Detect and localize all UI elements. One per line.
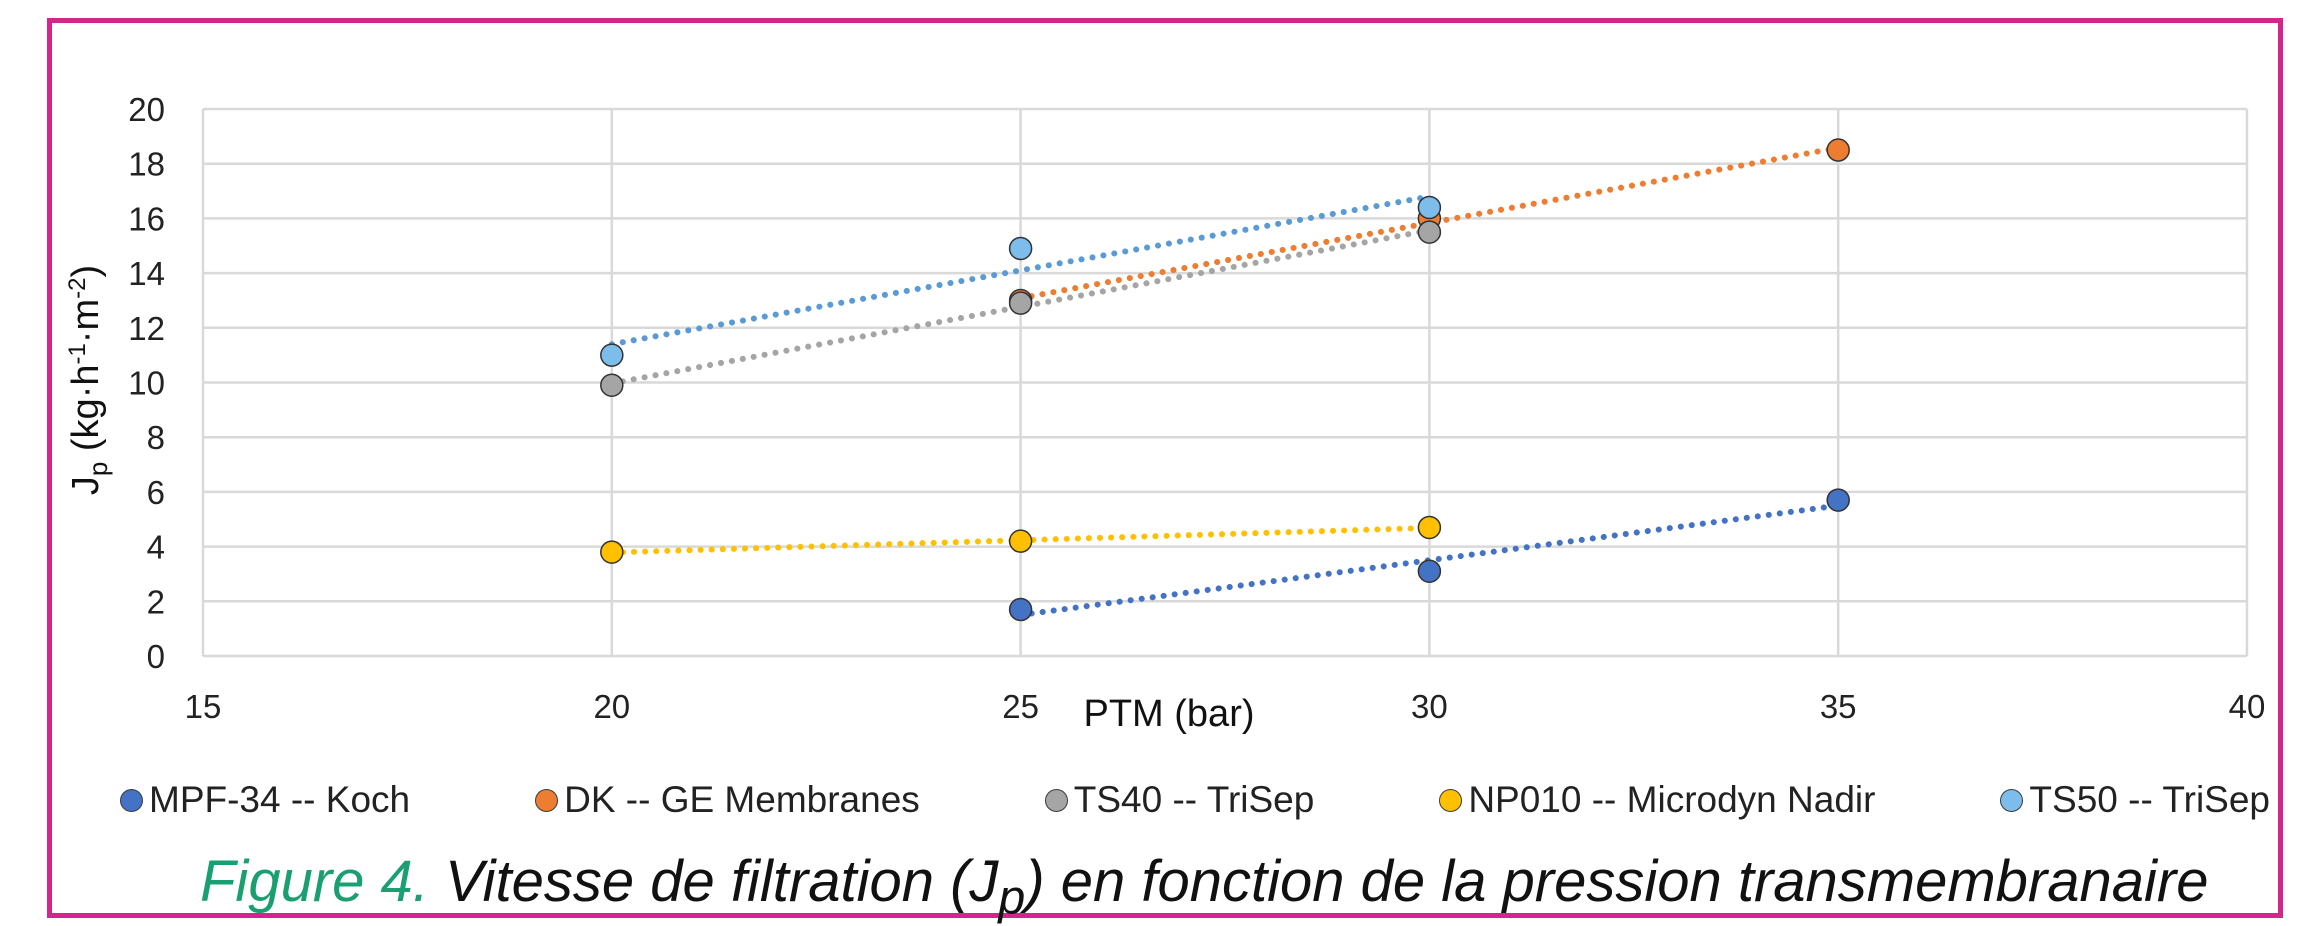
legend-swatch (2000, 788, 2024, 812)
y-tick-label: 14 (128, 255, 165, 292)
legend-swatch (1044, 788, 1068, 812)
legend-item: DK -- GE Membranes (535, 779, 920, 821)
y-tick-label: 20 (128, 91, 165, 128)
y-tick-label: 10 (128, 365, 165, 402)
caption-jp-main: J (969, 849, 999, 914)
legend-label: NP010 -- Microdyn Nadir (1468, 779, 1876, 820)
chart-legend: MPF-34 -- Koch DK -- GE Membranes TS40 -- … (120, 772, 2270, 828)
y-axis-title-end: ) (65, 265, 107, 278)
y-axis-title-unit: (kg·h (65, 365, 107, 462)
x-tick-label: 40 (2229, 688, 2266, 725)
gridlines (201, 107, 2249, 658)
tick-labels: 0 2 4 6 8 10 12 14 16 18 20 15 20 25 30 35 40 (128, 91, 2265, 725)
legend-item: TS50 -- TriSep (2000, 779, 2270, 821)
y-axis-title-mid: ·m (65, 299, 107, 343)
x-tick-label: 20 (593, 688, 630, 725)
data-point (1008, 291, 1033, 315)
data-point (600, 540, 624, 564)
legend-label: DK -- GE Membranes (564, 779, 920, 820)
data-point (1008, 597, 1033, 622)
y-tick-label: 16 (128, 200, 165, 237)
data-point (1826, 138, 1850, 162)
y-axis-title: Jp (kg·h-1·m-2) (64, 265, 113, 495)
x-tick-label: 15 (185, 688, 222, 725)
data-points (600, 138, 1850, 622)
y-tick-label: 18 (128, 146, 165, 183)
legend-item: NP010 -- Microdyn Nadir (1439, 779, 1875, 821)
caption-text-pre: Vitesse de filtration ( (428, 849, 970, 914)
legend-label: TS40 -- TriSep (1073, 779, 1315, 820)
data-point (1417, 515, 1442, 540)
y-axis-title-sub: p (83, 462, 113, 476)
y-axis-title-main: J (65, 476, 107, 495)
legend-label: MPF-34 -- Koch (149, 779, 411, 820)
data-point (1826, 488, 1850, 512)
data-point (1008, 236, 1033, 261)
data-point (1008, 529, 1033, 553)
x-axis-title: PTM (bar) (1084, 693, 1255, 735)
y-tick-label: 4 (147, 529, 165, 566)
caption-text-post: ) en fonction de la pression transmembra… (1025, 849, 2209, 914)
legend-swatch (120, 788, 143, 812)
y-tick-label: 6 (147, 474, 165, 511)
figure-label: Figure 4. (200, 849, 429, 914)
x-tick-label: 30 (1411, 688, 1448, 725)
y-axis-title-exp2: -2 (64, 278, 91, 299)
data-point (600, 373, 624, 397)
data-point (600, 343, 624, 367)
data-point (1417, 195, 1442, 220)
legend-item: MPF-34 -- Koch (120, 779, 410, 821)
caption-jp-sub: p (998, 870, 1026, 925)
y-tick-label: 0 (147, 638, 165, 675)
y-axis-title-exp1: -1 (64, 343, 91, 364)
data-point (1417, 559, 1442, 583)
y-tick-label: 8 (147, 419, 165, 456)
data-point (1417, 220, 1442, 244)
legend-item: TS40 -- TriSep (1044, 779, 1315, 821)
y-tick-label: 12 (128, 310, 165, 347)
legend-swatch (535, 788, 559, 812)
x-tick-label: 25 (1002, 688, 1039, 725)
legend-swatch (1439, 788, 1463, 812)
figure-caption: Figure 4. Vitesse de filtration (Jp) en … (200, 848, 2208, 926)
y-tick-label: 2 (147, 583, 165, 620)
legend-label: TS50 -- TriSep (2029, 779, 2270, 820)
x-tick-label: 35 (1820, 688, 1857, 725)
